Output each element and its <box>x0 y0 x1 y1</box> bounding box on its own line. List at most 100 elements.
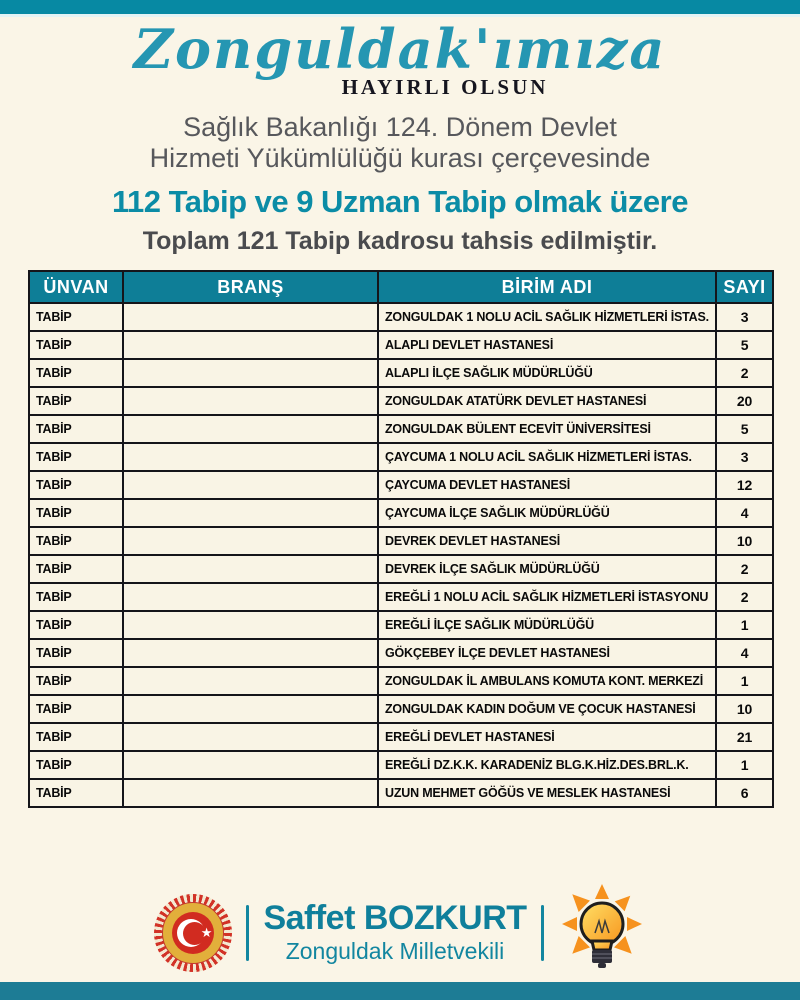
cell-sayi: 5 <box>715 414 774 444</box>
cell-birim: ALAPLI DEVLET HASTANESİ <box>377 330 717 360</box>
cell-birim: DEVREK DEVLET HASTANESİ <box>377 526 717 556</box>
cell-unvan: TABİP <box>28 750 124 780</box>
tbmm-parliament-seal-icon: ★ <box>154 894 233 972</box>
cell-sayi: 6 <box>715 778 774 808</box>
cell-unvan: TABİP <box>28 470 124 500</box>
cell-birim: GÖKÇEBEY İLÇE DEVLET HASTANESİ <box>377 638 717 668</box>
table-row: TABİP ZONGULDAK İL AMBULANS KOMUTA KONT.… <box>28 666 774 696</box>
cell-sayi: 1 <box>715 666 774 696</box>
cell-unvan: TABİP <box>28 694 124 724</box>
table-row: TABİP DEVREK İLÇE SAĞLIK MÜDÜRLÜĞÜ 2 <box>28 554 774 584</box>
cell-unvan: TABİP <box>28 666 124 696</box>
cell-birim: ÇAYCUMA İLÇE SAĞLIK MÜDÜRLÜĞÜ <box>377 498 717 528</box>
cell-unvan: TABİP <box>28 722 124 752</box>
table-row: TABİP ÇAYCUMA DEVLET HASTANESİ 12 <box>28 470 774 500</box>
highlight-line: 112 Tabip ve 9 Uzman Tabip olmak üzere <box>112 183 688 219</box>
table-row: TABİP UZUN MEHMET GÖĞÜS VE MESLEK HASTAN… <box>28 778 774 808</box>
cell-sayi: 5 <box>715 330 774 360</box>
akp-lightbulb-logo-icon <box>558 883 646 983</box>
cell-brans <box>122 386 379 416</box>
cell-unvan: TABİP <box>28 330 124 360</box>
cell-sayi: 3 <box>715 442 774 472</box>
cell-brans <box>122 694 379 724</box>
cell-brans <box>122 302 379 332</box>
header-sayi: SAYI <box>715 270 774 304</box>
cell-brans <box>122 610 379 640</box>
intro-line-2: Hizmeti Yükümlülüğü kurası çerçevesinde <box>149 143 651 174</box>
cell-brans <box>122 442 379 472</box>
cell-unvan: TABİP <box>28 582 124 612</box>
table-body: TABİP ZONGULDAK 1 NOLU ACİL SAĞLIK HİZME… <box>28 302 774 808</box>
table-row: TABİP EREĞLİ 1 NOLU ACİL SAĞLIK HİZMETLE… <box>28 582 774 612</box>
cell-sayi: 12 <box>715 470 774 500</box>
cell-sayi: 2 <box>715 582 774 612</box>
cell-brans <box>122 582 379 612</box>
cell-unvan: TABİP <box>28 554 124 584</box>
table-row: TABİP DEVREK DEVLET HASTANESİ 10 <box>28 526 774 556</box>
cell-brans <box>122 470 379 500</box>
cell-sayi: 1 <box>715 750 774 780</box>
cell-birim: UZUN MEHMET GÖĞÜS VE MESLEK HASTANESİ <box>377 778 717 808</box>
intro-line-1: Sağlık Bakanlığı 124. Dönem Devlet <box>183 112 617 143</box>
header-birim-adi: BİRİM ADI <box>377 270 717 304</box>
table-header-row: ÜNVAN BRANŞ BİRİM ADI SAYI <box>28 270 774 304</box>
cell-unvan: TABİP <box>28 638 124 668</box>
cell-sayi: 4 <box>715 498 774 528</box>
cell-sayi: 10 <box>715 526 774 556</box>
cell-sayi: 4 <box>715 638 774 668</box>
header-block: Zonguldak'ımıza HAYIRLI OLSUN Sağlık Bak… <box>0 17 800 256</box>
top-border-bar <box>0 0 800 17</box>
footer-divider-left <box>246 905 250 961</box>
cell-brans <box>122 498 379 528</box>
cell-brans <box>122 358 379 388</box>
cell-birim: ZONGULDAK 1 NOLU ACİL SAĞLIK HİZMETLERİ … <box>377 302 717 332</box>
cell-birim: EREĞLİ İLÇE SAĞLIK MÜDÜRLÜĞÜ <box>377 610 717 640</box>
cell-sayi: 20 <box>715 386 774 416</box>
table-row: TABİP GÖKÇEBEY İLÇE DEVLET HASTANESİ 4 <box>28 638 774 668</box>
cell-birim: EREĞLİ DZ.K.K. KARADENİZ BLG.K.HİZ.DES.B… <box>377 750 717 780</box>
cell-unvan: TABİP <box>28 610 124 640</box>
cell-brans <box>122 750 379 780</box>
cell-birim: ÇAYCUMA DEVLET HASTANESİ <box>377 470 717 500</box>
table-row: TABİP ÇAYCUMA İLÇE SAĞLIK MÜDÜRLÜĞÜ 4 <box>28 498 774 528</box>
cell-unvan: TABİP <box>28 498 124 528</box>
cell-birim: DEVREK İLÇE SAĞLIK MÜDÜRLÜĞÜ <box>377 554 717 584</box>
cell-unvan: TABİP <box>28 386 124 416</box>
page-title: Zonguldak'ımıza <box>133 17 667 81</box>
cell-birim: ZONGULDAK BÜLENT ECEVİT ÜNİVERSİTESİ <box>377 414 717 444</box>
cell-sayi: 21 <box>715 722 774 752</box>
cell-birim: EREĞLİ 1 NOLU ACİL SAĞLIK HİZMETLERİ İST… <box>377 582 717 612</box>
cell-sayi: 2 <box>715 358 774 388</box>
cell-brans <box>122 722 379 752</box>
table-row: TABİP ALAPLI DEVLET HASTANESİ 5 <box>28 330 774 360</box>
cell-birim: ALAPLI İLÇE SAĞLIK MÜDÜRLÜĞÜ <box>377 358 717 388</box>
cell-sayi: 1 <box>715 610 774 640</box>
seal-gold-ring: ★ <box>162 902 225 964</box>
table-row: TABİP ÇAYCUMA 1 NOLU ACİL SAĞLIK HİZMETL… <box>28 442 774 472</box>
cell-birim: ZONGULDAK ATATÜRK DEVLET HASTANESİ <box>377 386 717 416</box>
star-icon: ★ <box>200 925 213 940</box>
turkish-flag-emblem: ★ <box>172 912 215 954</box>
cell-birim: ZONGULDAK İL AMBULANS KOMUTA KONT. MERKE… <box>377 666 717 696</box>
table-row: TABİP ZONGULDAK BÜLENT ECEVİT ÜNİVERSİTE… <box>28 414 774 444</box>
cell-sayi: 10 <box>715 694 774 724</box>
table-header: ÜNVAN BRANŞ BİRİM ADI SAYI <box>28 270 774 304</box>
deputy-name-block: Saffet BOZKURT Zonguldak Milletvekili <box>263 900 527 966</box>
table-row: TABİP ALAPLI İLÇE SAĞLIK MÜDÜRLÜĞÜ 2 <box>28 358 774 388</box>
intro-text: Sağlık Bakanlığı 124. Dönem Devlet Hizme… <box>0 112 800 174</box>
cell-sayi: 3 <box>715 302 774 332</box>
cell-brans <box>122 554 379 584</box>
cell-sayi: 2 <box>715 554 774 584</box>
table-row: TABİP ZONGULDAK ATATÜRK DEVLET HASTANESİ… <box>28 386 774 416</box>
table-row: TABİP ZONGULDAK 1 NOLU ACİL SAĞLIK HİZME… <box>28 302 774 332</box>
cell-brans <box>122 414 379 444</box>
header-unvan: ÜNVAN <box>28 270 124 304</box>
allocation-table: ÜNVAN BRANŞ BİRİM ADI SAYI TABİP ZONGULD… <box>28 270 774 808</box>
cell-unvan: TABİP <box>28 414 124 444</box>
header-brans: BRANŞ <box>122 270 379 304</box>
subtitle: HAYIRLI OLSUN <box>341 75 549 100</box>
cell-unvan: TABİP <box>28 778 124 808</box>
bottom-border-bar <box>0 982 800 1000</box>
cell-unvan: TABİP <box>28 526 124 556</box>
